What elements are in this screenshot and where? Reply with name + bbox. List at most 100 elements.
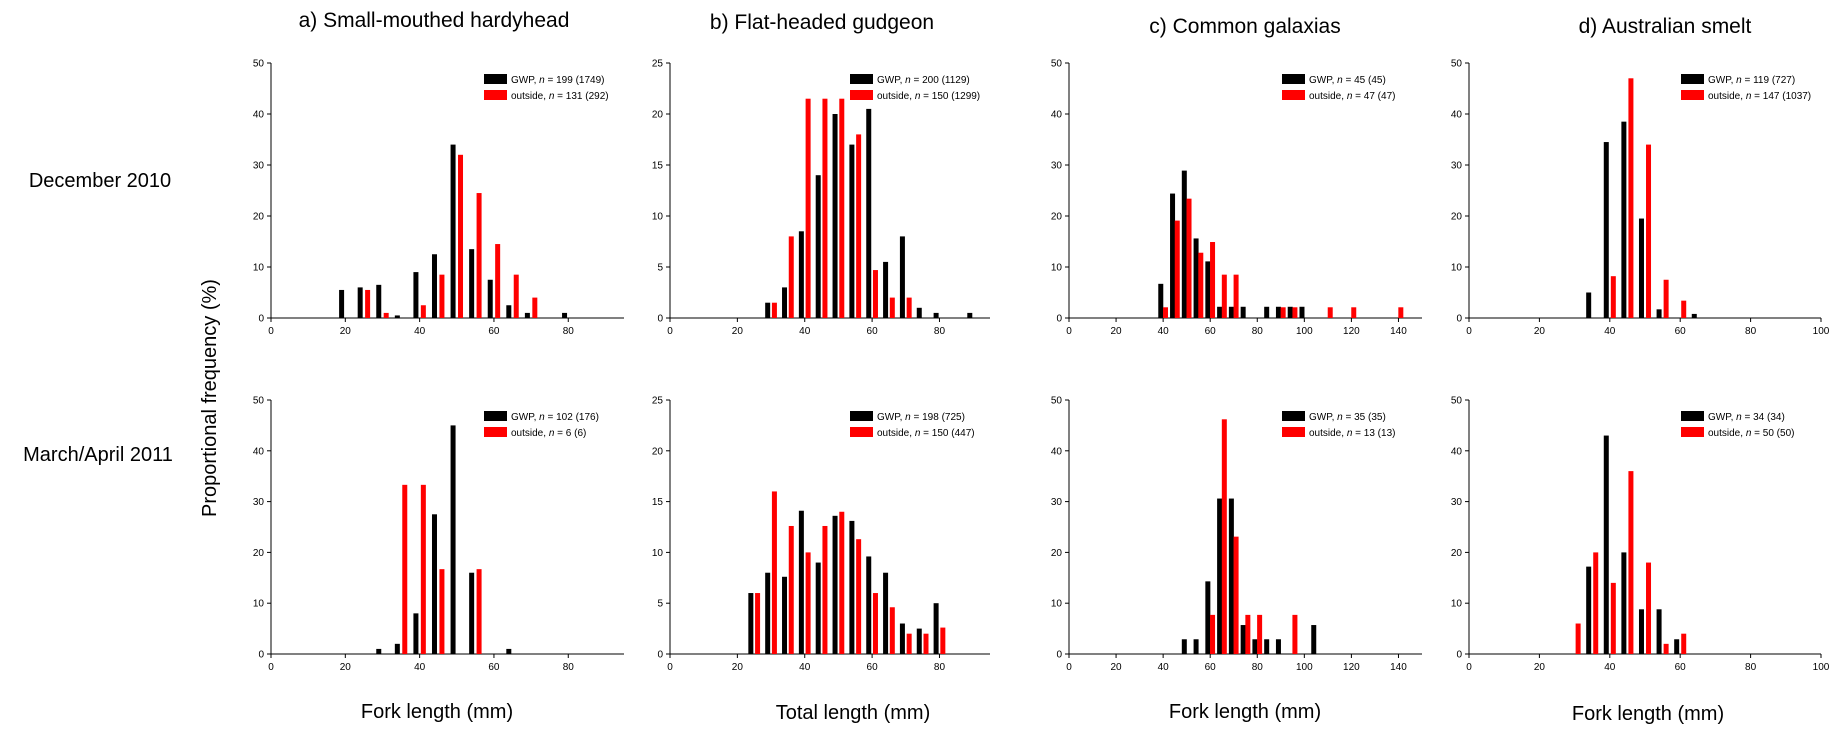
y-tick-label: 20 — [1051, 212, 1063, 223]
bar-outside — [1233, 536, 1239, 654]
legend-swatch-outside — [484, 90, 507, 100]
legend-label-gwp: GWP, n = 102 (176) — [511, 412, 599, 423]
bar-outside — [872, 593, 878, 654]
bar-gwp — [1638, 609, 1644, 654]
x-tick-label: 0 — [1466, 662, 1472, 673]
bar-gwp — [1656, 609, 1662, 654]
y-tick-label: 20 — [1051, 548, 1063, 559]
bar-outside — [940, 627, 946, 654]
bar-gwp — [1264, 639, 1270, 654]
bar-gwp — [1691, 313, 1697, 318]
bar-gwp — [1193, 238, 1199, 318]
x-tick-label: 40 — [1604, 662, 1616, 673]
x-tick-label: 20 — [1534, 326, 1546, 337]
bar-gwp — [1181, 170, 1187, 318]
x-tick-label: 40 — [1604, 326, 1616, 337]
bar-gwp — [506, 305, 512, 318]
y-tick-label: 50 — [1051, 396, 1063, 407]
y-tick-label: 10 — [1051, 599, 1063, 610]
legend-swatch-outside — [1282, 427, 1305, 437]
bar-gwp — [765, 302, 771, 318]
y-tick-label: 50 — [253, 396, 265, 407]
y-axis-label: Proportional frequency (%) — [199, 279, 221, 517]
bar-outside — [1292, 307, 1298, 318]
bar-gwp — [933, 312, 939, 318]
bar-gwp — [1240, 625, 1246, 654]
bar-gwp — [1603, 435, 1609, 654]
bar-outside — [788, 525, 794, 654]
x-tick-label: 100 — [1296, 662, 1313, 673]
bar-gwp — [413, 272, 419, 318]
x-tick-label: 0 — [667, 662, 673, 673]
bar-outside — [822, 525, 828, 654]
y-tick-label: 50 — [1451, 59, 1463, 70]
bar-gwp — [524, 312, 530, 318]
bar-outside — [1221, 274, 1227, 318]
bar-outside — [1245, 614, 1251, 654]
column-title-a: a) Small-mouthed hardyhead — [299, 9, 570, 32]
bar-outside — [1610, 276, 1616, 318]
y-tick-label: 25 — [652, 396, 664, 407]
y-tick-label: 20 — [1451, 212, 1463, 223]
bar-gwp — [883, 261, 889, 318]
x-tick-label: 60 — [1205, 662, 1217, 673]
bar-gwp — [1181, 639, 1187, 654]
bar-gwp — [1228, 498, 1234, 654]
x-tick-label: 0 — [667, 326, 673, 337]
y-tick-label: 0 — [1456, 314, 1462, 325]
y-tick-label: 0 — [1456, 650, 1462, 661]
column-title-c: c) Common galaxias — [1149, 15, 1340, 38]
bar-outside — [495, 244, 501, 318]
y-tick-label: 5 — [657, 263, 663, 274]
y-tick-label: 5 — [657, 599, 663, 610]
bar-outside — [1681, 633, 1687, 654]
y-tick-label: 30 — [253, 497, 265, 508]
bar-outside — [458, 154, 464, 318]
bar-gwp — [1264, 306, 1270, 318]
y-tick-label: 0 — [657, 314, 663, 325]
bar-gwp — [1586, 292, 1592, 318]
legend-swatch-outside — [484, 427, 507, 437]
bar-gwp — [1586, 566, 1592, 654]
bar-gwp — [815, 175, 821, 318]
legend-label-gwp: GWP, n = 199 (1749) — [511, 75, 604, 86]
y-tick-label: 10 — [253, 263, 265, 274]
x-tick-label: 80 — [563, 326, 575, 337]
panel-6: 0 5 10 15 20 25 0 20 40 60 80 GWP, n = 198 (725) out… — [652, 396, 990, 673]
y-tick-label: 40 — [253, 446, 265, 457]
bar-outside — [1575, 623, 1581, 654]
bar-outside — [805, 552, 811, 654]
bar-gwp — [469, 249, 475, 318]
y-tick-label: 0 — [258, 314, 264, 325]
y-tick-label: 40 — [1051, 110, 1063, 121]
legend-label-outside: outside, n = 47 (47) — [1309, 91, 1395, 102]
bar-gwp — [357, 287, 363, 318]
bar-gwp — [832, 515, 838, 654]
legend-swatch-outside — [1282, 90, 1305, 100]
y-tick-label: 0 — [258, 650, 264, 661]
x-tick-label: 60 — [488, 326, 500, 337]
bar-gwp — [469, 572, 475, 654]
bar-gwp — [1240, 306, 1246, 318]
x-tick-label: 0 — [268, 662, 274, 673]
x-tick-label: 20 — [732, 662, 744, 673]
bar-outside — [1351, 307, 1357, 318]
bar-gwp — [1205, 581, 1211, 654]
legend-label-gwp: GWP, n = 35 (35) — [1309, 412, 1386, 423]
bar-outside — [1327, 307, 1333, 318]
legend-label-outside: outside, n = 6 (6) — [511, 428, 586, 439]
bar-outside — [1257, 614, 1263, 654]
x-tick-label: 80 — [934, 326, 946, 337]
bar-gwp — [1674, 639, 1680, 654]
x-tick-label: 60 — [488, 662, 500, 673]
y-tick-label: 30 — [1051, 161, 1063, 172]
bar-outside — [1663, 643, 1669, 654]
bar-outside — [805, 98, 811, 318]
bar-gwp — [413, 613, 419, 654]
y-tick-label: 30 — [253, 161, 265, 172]
x-tick-label: 20 — [1111, 326, 1123, 337]
bar-gwp — [832, 114, 838, 318]
x-tick-label: 80 — [563, 662, 575, 673]
bar-outside — [839, 98, 845, 318]
